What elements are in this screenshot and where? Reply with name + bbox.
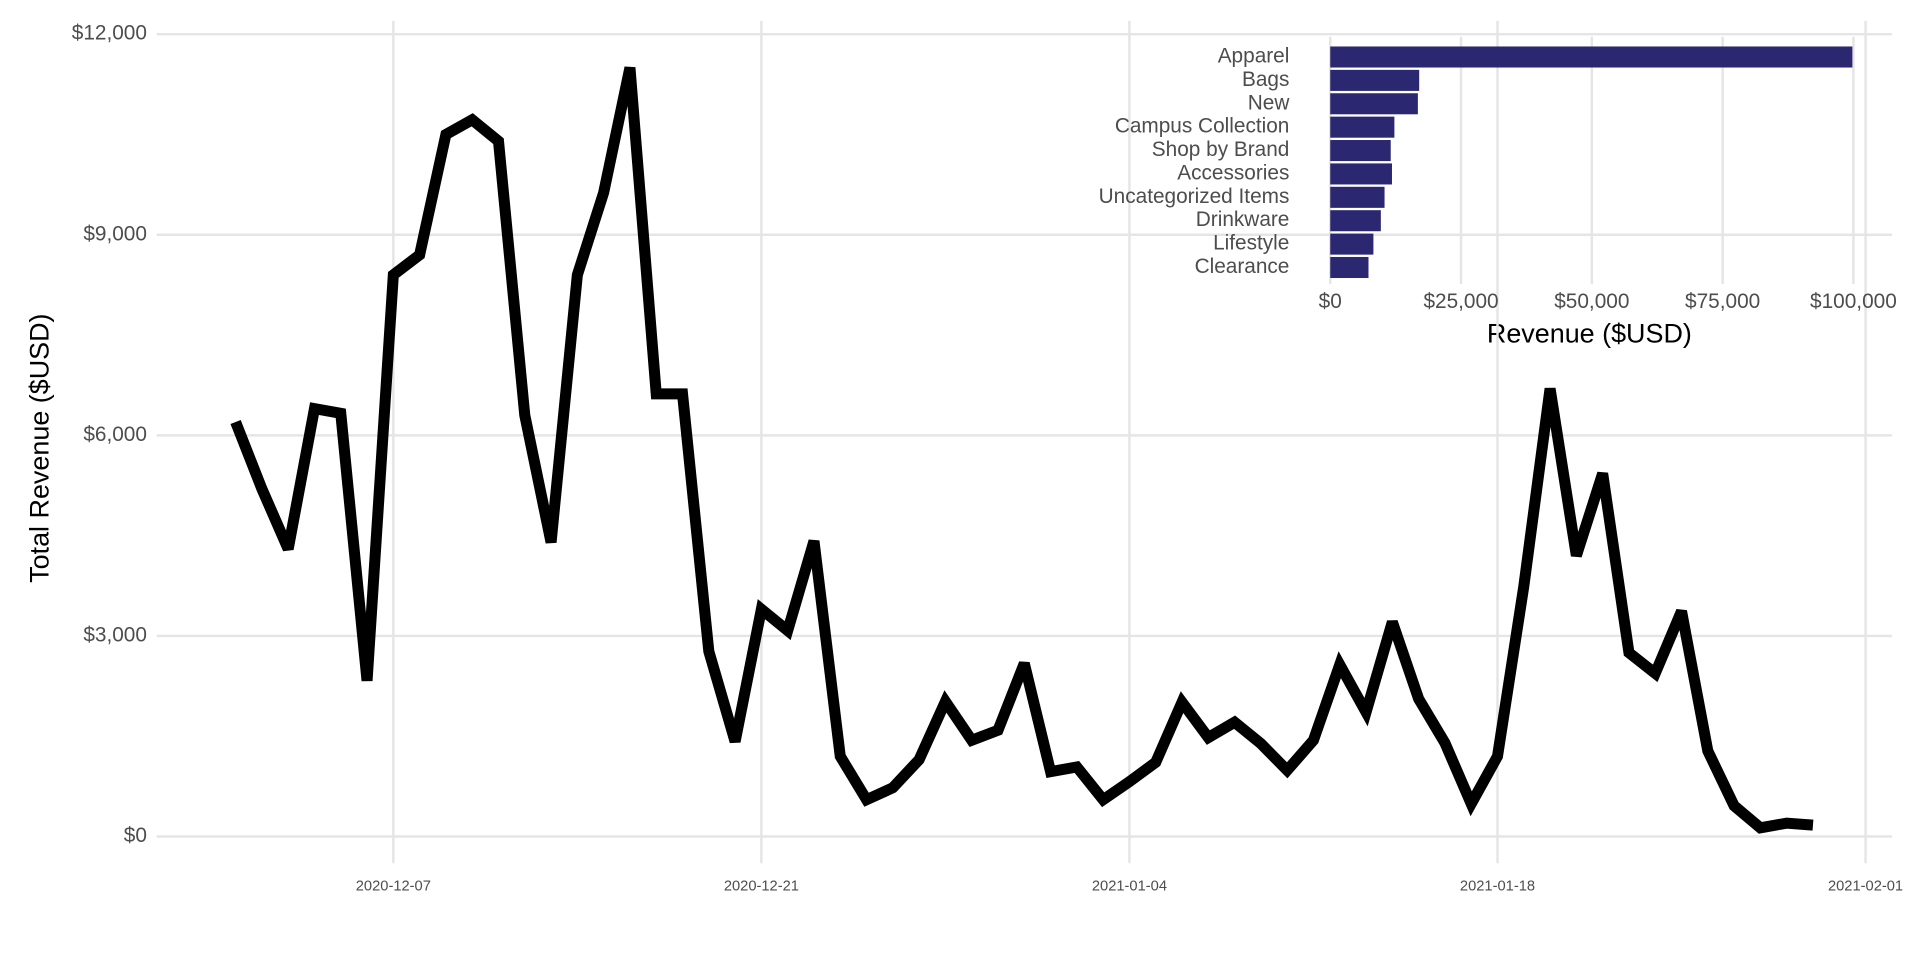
x-tick-label: 2021-02-01 xyxy=(1828,878,1903,894)
category-label: New xyxy=(1248,91,1291,114)
x-tick-label: $0 xyxy=(1319,290,1342,313)
x-tick-label: $25,000 xyxy=(1423,290,1498,313)
category-label: Apparel xyxy=(1218,45,1290,68)
y-tick-label: $0 xyxy=(124,824,147,847)
bar xyxy=(1330,210,1381,232)
inset-x-axis-title: Revenue ($USD) xyxy=(1487,319,1692,349)
y-axis-title: Total Revenue ($USD) xyxy=(25,313,55,582)
x-tick-label: 2020-12-21 xyxy=(724,878,799,894)
x-tick-label: 2021-01-04 xyxy=(1092,878,1167,894)
category-label: Lifestyle xyxy=(1213,232,1289,255)
y-tick-label: $12,000 xyxy=(72,22,147,45)
bar xyxy=(1330,116,1395,138)
bar xyxy=(1330,93,1418,115)
bar xyxy=(1330,69,1420,91)
y-tick-label: $3,000 xyxy=(83,623,147,646)
x-tick-label: $100,000 xyxy=(1810,290,1897,313)
x-tick-label: 2021-01-18 xyxy=(1460,878,1535,894)
category-label: Uncategorized Items xyxy=(1099,185,1290,208)
category-label: Clearance xyxy=(1195,255,1290,278)
category-label: Bags xyxy=(1242,68,1289,91)
bar xyxy=(1330,256,1369,279)
category-label: Shop by Brand xyxy=(1152,138,1290,161)
bar xyxy=(1330,186,1385,208)
bar xyxy=(1330,140,1391,162)
category-label: Accessories xyxy=(1177,161,1289,184)
bar xyxy=(1330,46,1853,68)
x-tick-label: 2020-12-07 xyxy=(356,878,431,894)
x-tick-label: $50,000 xyxy=(1554,290,1629,313)
category-label: Drinkware xyxy=(1196,208,1290,231)
x-tick-label: $75,000 xyxy=(1685,290,1760,313)
line xyxy=(230,66,1814,834)
bar xyxy=(1330,233,1374,255)
bar xyxy=(1330,163,1392,185)
y-tick-label: $9,000 xyxy=(83,222,147,245)
category-label: Campus Collection xyxy=(1115,115,1290,138)
y-tick-label: $6,000 xyxy=(83,423,147,446)
